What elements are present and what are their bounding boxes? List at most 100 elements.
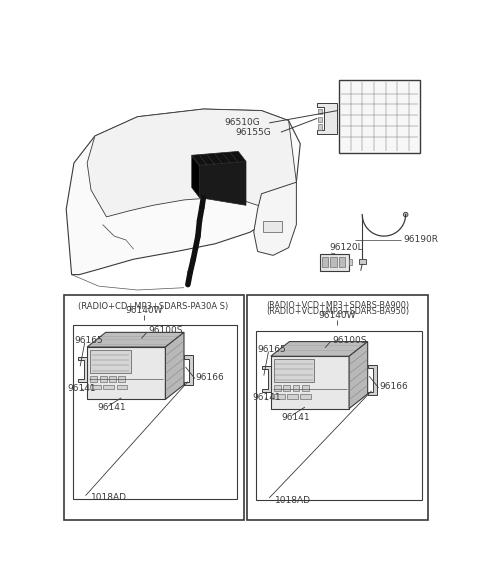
Text: 96166: 96166: [196, 373, 224, 382]
Bar: [339, 80, 420, 153]
Polygon shape: [271, 356, 349, 409]
Text: 96510G: 96510G: [224, 118, 260, 128]
Bar: [117, 385, 127, 389]
Bar: [287, 394, 298, 399]
Text: 1018AD: 1018AD: [91, 493, 127, 502]
Circle shape: [79, 386, 89, 396]
Circle shape: [190, 377, 192, 380]
Text: 96141: 96141: [281, 413, 310, 422]
Bar: [302, 386, 309, 391]
Circle shape: [412, 82, 416, 86]
Circle shape: [117, 393, 126, 402]
Circle shape: [258, 236, 273, 252]
Circle shape: [83, 389, 85, 392]
Bar: [118, 376, 125, 382]
Text: 96100S: 96100S: [332, 336, 367, 345]
Polygon shape: [192, 155, 200, 198]
Bar: [292, 386, 300, 391]
Circle shape: [266, 497, 272, 503]
Bar: [64, 295, 244, 520]
Circle shape: [263, 396, 272, 405]
Bar: [274, 359, 314, 382]
Circle shape: [262, 370, 265, 373]
Bar: [256, 331, 422, 500]
Text: 96166: 96166: [379, 382, 408, 391]
Bar: [283, 386, 290, 391]
Bar: [263, 220, 282, 232]
Polygon shape: [271, 342, 368, 356]
Circle shape: [341, 145, 345, 149]
Circle shape: [79, 376, 82, 379]
Circle shape: [190, 360, 192, 363]
Circle shape: [83, 495, 88, 500]
Polygon shape: [192, 151, 246, 165]
Bar: [349, 259, 352, 265]
Bar: [320, 254, 349, 270]
Circle shape: [142, 185, 176, 218]
Text: 96140W: 96140W: [125, 306, 162, 315]
Circle shape: [266, 399, 269, 402]
Polygon shape: [87, 109, 296, 217]
Polygon shape: [254, 182, 296, 255]
Text: 96155G: 96155G: [236, 128, 272, 136]
Text: 96165: 96165: [74, 336, 103, 345]
Circle shape: [300, 402, 310, 412]
Bar: [90, 350, 131, 373]
Circle shape: [373, 369, 376, 372]
Bar: [90, 376, 97, 382]
Bar: [318, 117, 322, 122]
Bar: [109, 376, 116, 382]
Bar: [90, 385, 101, 389]
Circle shape: [113, 194, 126, 206]
Text: (RADIO+VCD+MP3+SDARS-BA900): (RADIO+VCD+MP3+SDARS-BA900): [266, 301, 409, 310]
Text: 96190R: 96190R: [403, 235, 438, 245]
Circle shape: [79, 361, 82, 364]
Polygon shape: [317, 103, 337, 133]
Text: 96141: 96141: [97, 403, 126, 412]
Polygon shape: [78, 357, 87, 382]
Bar: [318, 125, 322, 130]
Circle shape: [156, 368, 160, 372]
Circle shape: [303, 406, 306, 409]
Bar: [318, 109, 322, 115]
Polygon shape: [166, 332, 184, 399]
Bar: [330, 257, 336, 267]
Polygon shape: [262, 366, 271, 392]
Circle shape: [403, 212, 408, 217]
Circle shape: [103, 182, 133, 213]
Polygon shape: [66, 109, 300, 275]
Circle shape: [339, 377, 344, 382]
Text: 96141: 96141: [68, 384, 96, 393]
Bar: [322, 257, 328, 267]
Circle shape: [148, 192, 168, 212]
Text: 96100S: 96100S: [148, 326, 183, 335]
Text: 96141: 96141: [252, 393, 281, 402]
Circle shape: [120, 396, 123, 399]
Circle shape: [262, 385, 265, 388]
Text: 1018AD: 1018AD: [275, 496, 311, 505]
Circle shape: [341, 82, 345, 86]
Bar: [247, 295, 428, 520]
Circle shape: [412, 145, 416, 149]
Polygon shape: [368, 365, 377, 395]
Circle shape: [373, 386, 376, 389]
Polygon shape: [87, 332, 184, 347]
Circle shape: [336, 374, 347, 385]
Bar: [274, 386, 281, 391]
Circle shape: [262, 240, 269, 248]
Text: 96140W: 96140W: [319, 311, 356, 320]
Text: (RADIO+CD+MP3+SDARS-PA30A S): (RADIO+CD+MP3+SDARS-PA30A S): [78, 302, 228, 310]
Bar: [103, 385, 114, 389]
Bar: [99, 376, 107, 382]
Polygon shape: [200, 162, 246, 205]
Circle shape: [152, 365, 163, 376]
Bar: [339, 257, 345, 267]
Text: (RADIO+VCD+MP3+SDARS-BA950): (RADIO+VCD+MP3+SDARS-BA950): [266, 307, 409, 316]
Bar: [359, 259, 366, 264]
Polygon shape: [349, 342, 368, 409]
Bar: [300, 394, 311, 399]
Text: 96165: 96165: [258, 345, 287, 354]
Text: 96120L: 96120L: [330, 242, 363, 252]
Polygon shape: [184, 356, 193, 386]
Polygon shape: [87, 347, 166, 399]
